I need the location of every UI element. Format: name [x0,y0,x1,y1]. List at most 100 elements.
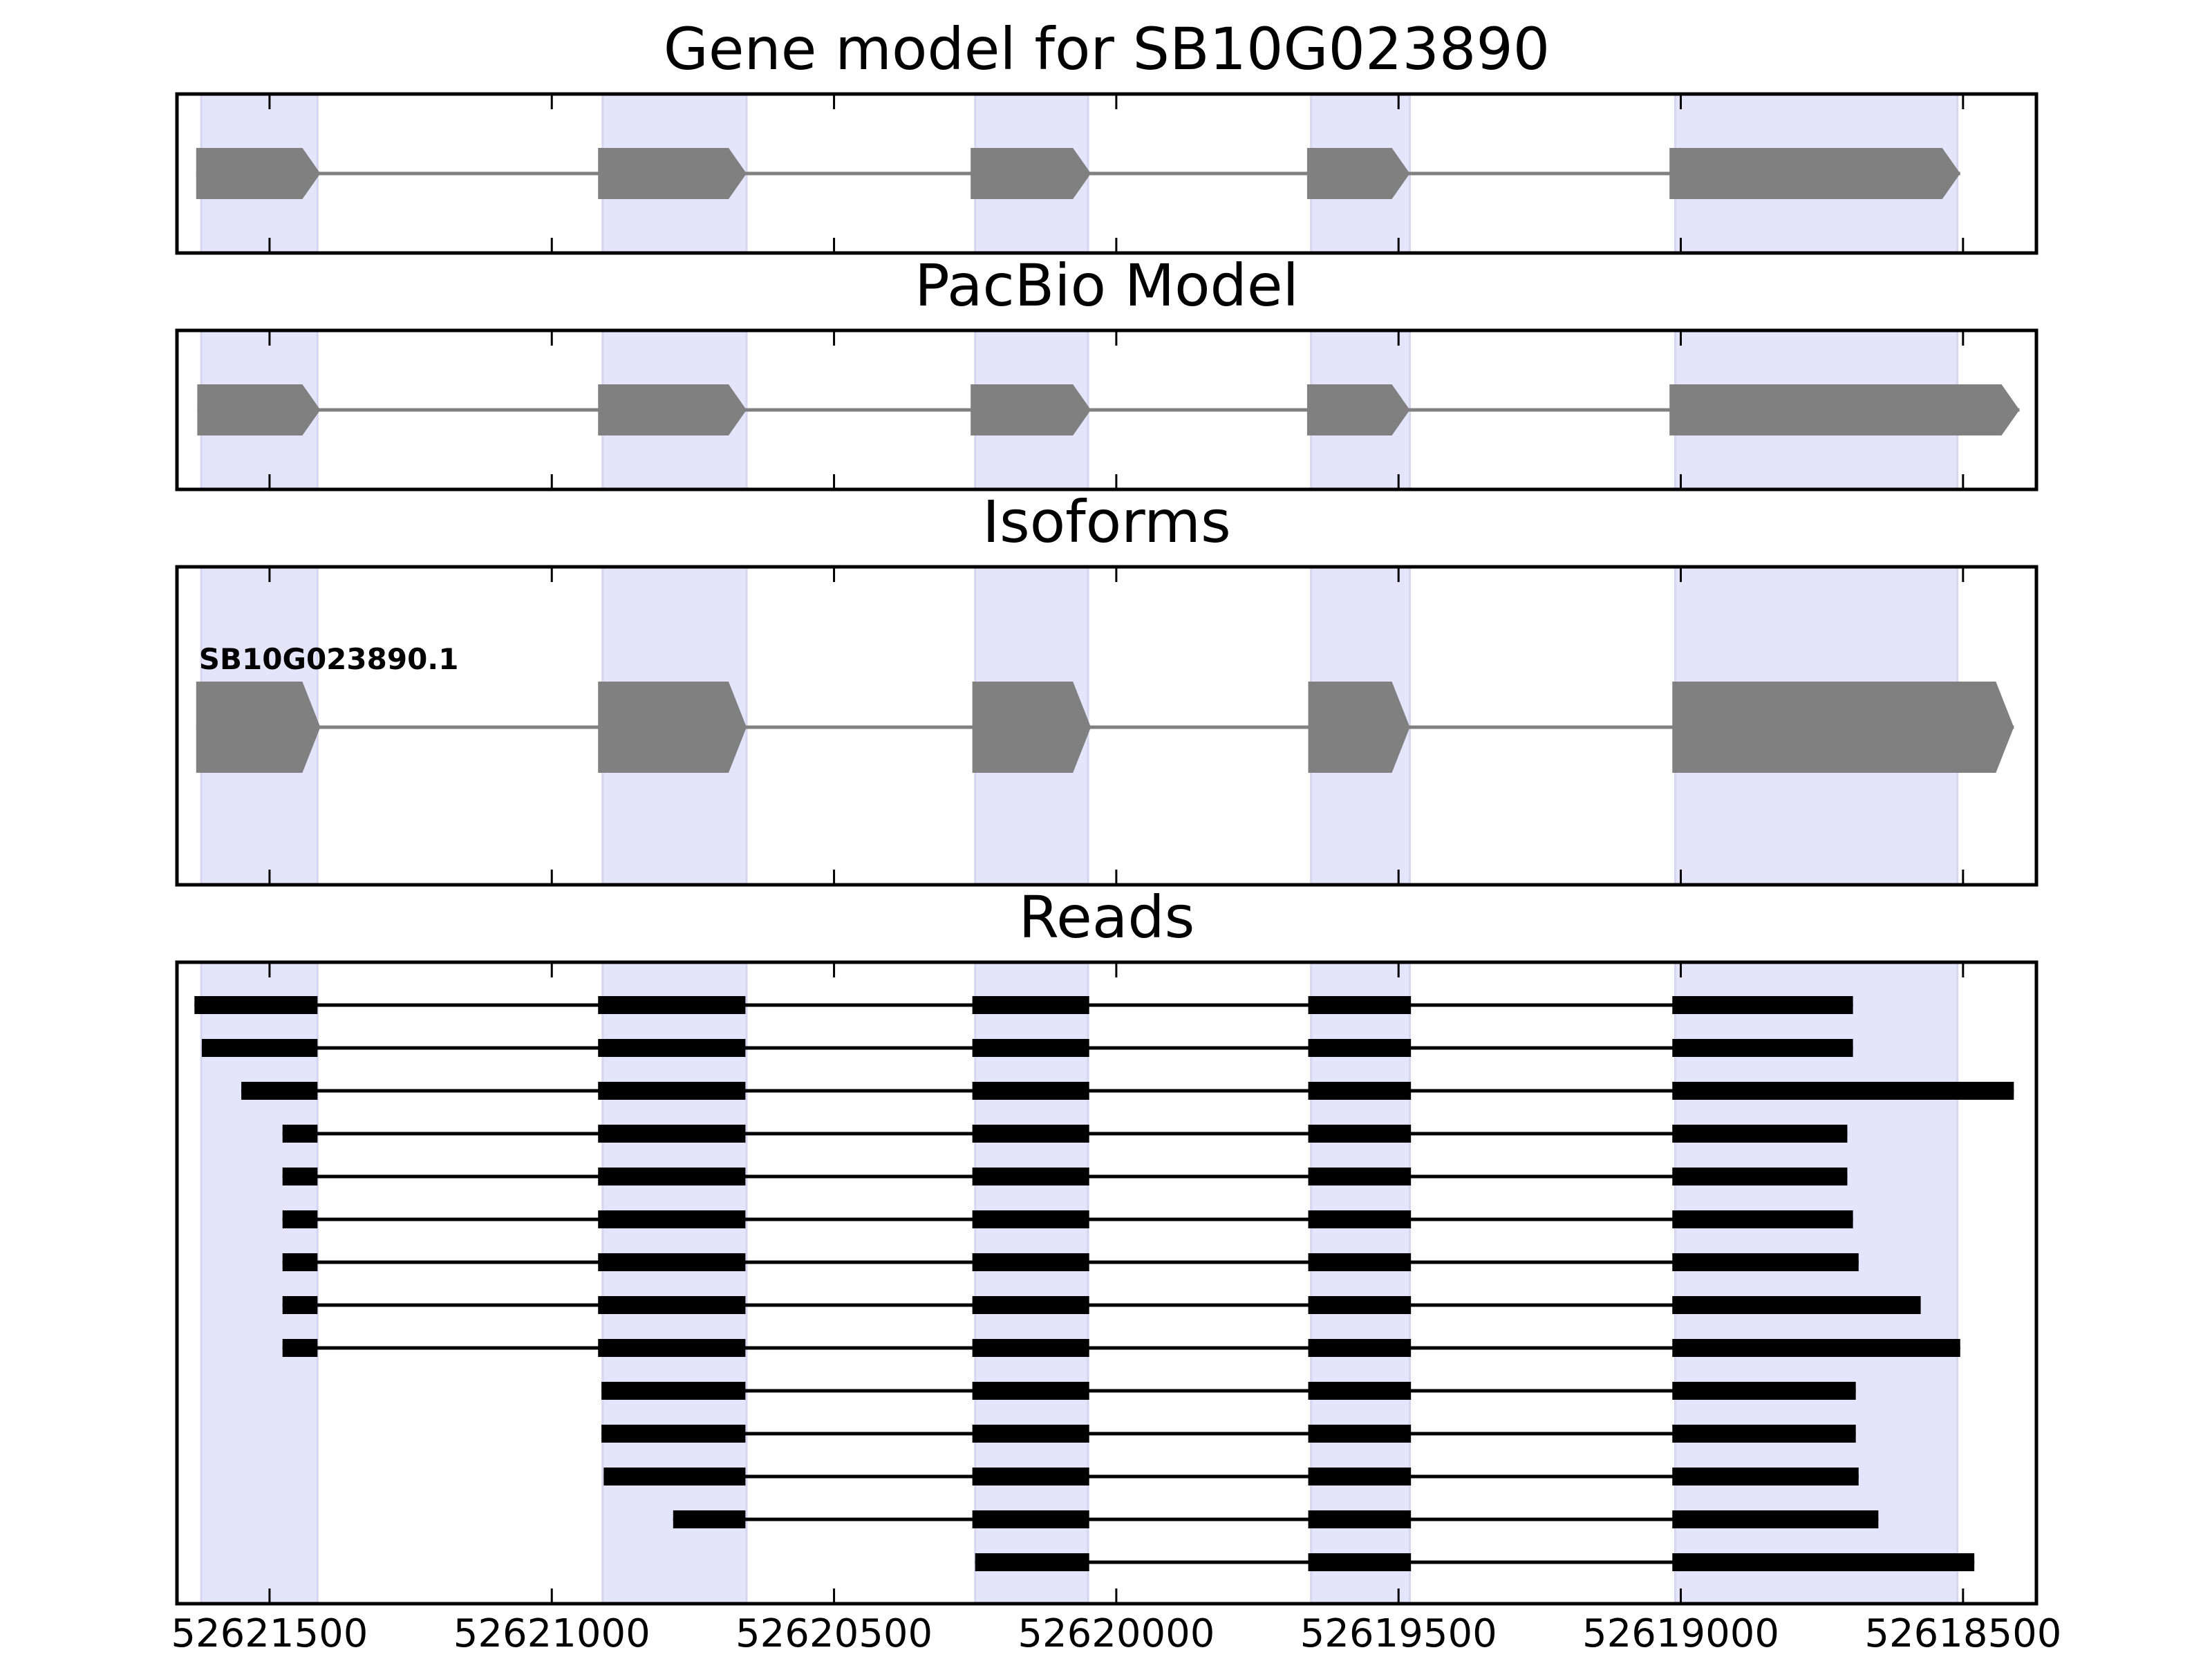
read-exon [603,1468,746,1485]
panel-title: Reads [1019,883,1195,951]
exon-region-band [601,961,748,1605]
read-exon [282,1253,318,1271]
read-exon [1308,996,1412,1014]
gene-feature: SB10G023890.1 [196,642,2014,773]
read-exon [598,1082,746,1100]
read-exon [1672,1425,1856,1443]
exon-block [1669,148,1960,199]
read-exon [241,1082,318,1100]
read-row [601,1382,1856,1400]
read-exon [972,1168,1089,1185]
read-exon [1672,1553,1975,1571]
read-exon [975,1553,1089,1571]
read-exon [972,996,1089,1014]
read-exon [598,1339,746,1357]
read-exon [601,1382,746,1400]
read-exon [972,1296,1089,1314]
x-tick-label: 52619500 [1300,1611,1497,1656]
read-exon [1308,1382,1412,1400]
panel-4: Reads 52621500 52621000 52620500 52620000 526… [171,883,2061,1656]
read-row [201,1039,1853,1057]
read-exon [1308,1296,1412,1314]
read-exon [1672,1168,1848,1185]
exon-block [1669,384,2020,435]
x-tick-label: 52621500 [171,1611,368,1656]
x-tick-label: 52621000 [453,1611,650,1656]
panel-2: PacBio Model [175,252,2038,491]
panels: Gene model for SB10G023890 PacBio Model Is… [171,15,2061,1656]
read-row [194,996,1853,1014]
panel-frame [175,960,2038,1606]
x-tick-label: 52620500 [735,1611,932,1656]
exon-block [598,682,747,773]
exon-block [1306,384,1410,435]
panel-3: Isoforms SB10G023890.1 [175,488,2038,887]
read-exon [598,1168,746,1185]
read-exon [598,996,746,1014]
panel-title: Isoforms [982,488,1231,556]
read-row [282,1253,1859,1271]
read-exon [972,1468,1089,1485]
read-row [673,1510,1879,1528]
panel-title: PacBio Model [915,252,1299,319]
read-exon [282,1210,318,1228]
exon-region-band [974,961,1089,1605]
read-exon [282,1339,318,1357]
read-exon [1672,1510,1879,1528]
read-exon [1308,1039,1412,1057]
exon-block [972,682,1091,773]
read-exon [1308,1510,1412,1528]
read-exon [598,1039,746,1057]
panel-frame [175,92,2038,255]
read-row [282,1339,1960,1357]
read-exon [1672,1210,1853,1228]
exon-block [971,384,1091,435]
read-exon [1672,1382,1856,1400]
read-exon [201,1039,318,1057]
read-exon [972,1039,1089,1057]
read-exon [1672,1296,1921,1314]
read-exon [673,1510,746,1528]
read-row [601,1425,1856,1443]
read-exon [972,1125,1089,1143]
exon-block [196,148,321,199]
read-exon [972,1082,1089,1100]
exon-block [1308,682,1410,773]
read-exon [1308,1125,1412,1143]
read-exon [601,1425,746,1443]
exon-block [197,384,321,435]
exon-block [598,148,747,199]
read-exon [1672,1082,2014,1100]
x-tick-label: 52620000 [1018,1611,1215,1656]
read-exon [1672,1039,1853,1057]
read-exon [1308,1468,1412,1485]
read-exon [282,1296,318,1314]
read-exon [598,1253,746,1271]
read-exon [282,1168,318,1185]
read-row [975,1553,1975,1571]
read-exon [1308,1553,1412,1571]
panel-1: Gene model for SB10G023890 [175,15,2038,255]
exon-block [196,682,321,773]
read-row [241,1082,2014,1100]
read-row [282,1125,1848,1143]
read-exon [598,1296,746,1314]
exon-region-band [1674,961,1959,1605]
read-exon [972,1510,1089,1528]
gene-feature [197,384,2020,435]
read-exon [1672,1125,1848,1143]
exon-block [971,148,1091,199]
read-exon [1308,1339,1412,1357]
exon-region-band [1310,961,1412,1605]
panel-frame [175,328,2038,491]
exon-block [1672,682,2014,773]
read-row [603,1468,1859,1485]
panel-title: Gene model for SB10G023890 [664,15,1550,83]
isoform-label: SB10G023890.1 [199,642,459,676]
exon-region-band [200,961,319,1605]
panel-frame [175,565,2038,887]
read-exon [1308,1425,1412,1443]
read-exon [1308,1253,1412,1271]
read-exon [1672,1339,1960,1357]
